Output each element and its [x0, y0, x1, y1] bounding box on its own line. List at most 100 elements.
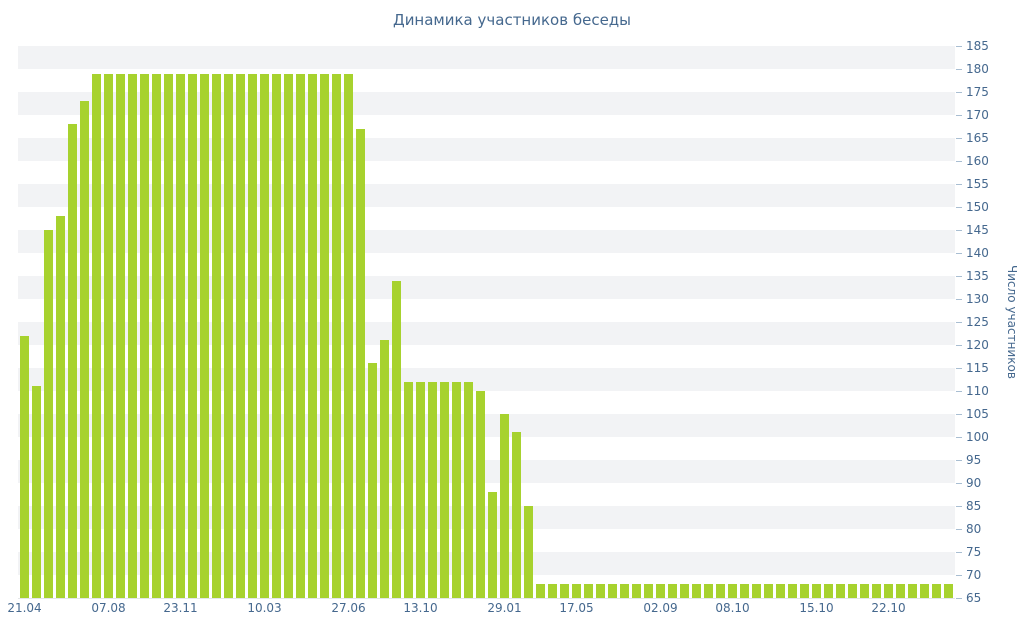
y-tick-mark: [956, 391, 962, 392]
bar[interactable]: [236, 73, 245, 598]
bar[interactable]: [404, 381, 413, 598]
bar[interactable]: [452, 381, 461, 598]
y-tick-mark: [956, 414, 962, 415]
bar[interactable]: [500, 414, 509, 598]
bar[interactable]: [32, 386, 41, 598]
bar[interactable]: [188, 73, 197, 598]
y-tick-label: 75: [966, 545, 982, 559]
bar[interactable]: [668, 584, 677, 598]
y-tick-label: 140: [966, 246, 989, 260]
bar[interactable]: [176, 73, 185, 598]
bar[interactable]: [548, 584, 557, 598]
bar[interactable]: [632, 584, 641, 598]
y-tick-label: 100: [966, 430, 989, 444]
y-tick-mark: [956, 483, 962, 484]
bar[interactable]: [692, 584, 701, 598]
bar[interactable]: [68, 124, 77, 598]
bar[interactable]: [476, 391, 485, 598]
bar[interactable]: [944, 584, 953, 598]
bar[interactable]: [848, 584, 857, 598]
bar[interactable]: [680, 584, 689, 598]
bar[interactable]: [620, 584, 629, 598]
y-tick-mark: [956, 529, 962, 530]
bar[interactable]: [560, 584, 569, 598]
bar[interactable]: [836, 584, 845, 598]
bar[interactable]: [776, 584, 785, 598]
x-tick-label: 02.09: [643, 601, 678, 615]
bar[interactable]: [284, 73, 293, 598]
bar[interactable]: [896, 584, 905, 598]
bar[interactable]: [740, 584, 749, 598]
bar[interactable]: [224, 73, 233, 598]
bar[interactable]: [440, 381, 449, 598]
bar[interactable]: [320, 73, 329, 598]
y-tick-label: 160: [966, 154, 989, 168]
x-tick-label: 29.01: [487, 601, 522, 615]
y-tick-label: 120: [966, 338, 989, 352]
bar[interactable]: [152, 73, 161, 598]
bar[interactable]: [884, 584, 893, 598]
y-tick-mark: [956, 299, 962, 300]
y-tick-label: 95: [966, 453, 982, 467]
y-tick-mark: [956, 46, 962, 47]
bar[interactable]: [92, 73, 101, 598]
bar[interactable]: [728, 584, 737, 598]
bar[interactable]: [536, 584, 545, 598]
bar[interactable]: [908, 584, 917, 598]
bar[interactable]: [164, 73, 173, 598]
bar[interactable]: [752, 584, 761, 598]
bar[interactable]: [392, 280, 401, 598]
bar[interactable]: [200, 73, 209, 598]
bar[interactable]: [344, 73, 353, 598]
bar[interactable]: [44, 230, 53, 598]
bar[interactable]: [428, 381, 437, 598]
bar[interactable]: [464, 381, 473, 598]
x-tick-label: 27.06: [331, 601, 366, 615]
bar[interactable]: [512, 432, 521, 598]
bar[interactable]: [248, 73, 257, 598]
bar[interactable]: [332, 73, 341, 598]
bar[interactable]: [116, 73, 125, 598]
bar[interactable]: [920, 584, 929, 598]
bar[interactable]: [704, 584, 713, 598]
bar[interactable]: [356, 128, 365, 598]
bar[interactable]: [368, 363, 377, 598]
bar[interactable]: [788, 584, 797, 598]
bar[interactable]: [128, 73, 137, 598]
bar[interactable]: [260, 73, 269, 598]
bar[interactable]: [524, 506, 533, 598]
y-tick-label: 135: [966, 269, 989, 283]
bar[interactable]: [212, 73, 221, 598]
bar[interactable]: [656, 584, 665, 598]
bar[interactable]: [296, 73, 305, 598]
y-tick-label: 80: [966, 522, 982, 536]
bar[interactable]: [80, 101, 89, 598]
bar[interactable]: [812, 584, 821, 598]
bar[interactable]: [308, 73, 317, 598]
bar[interactable]: [860, 584, 869, 598]
bar[interactable]: [872, 584, 881, 598]
bar[interactable]: [596, 584, 605, 598]
x-tick-label: 23.11: [163, 601, 198, 615]
bar[interactable]: [272, 73, 281, 598]
bar[interactable]: [488, 492, 497, 598]
bar[interactable]: [20, 335, 29, 598]
bar[interactable]: [584, 584, 593, 598]
bar[interactable]: [572, 584, 581, 598]
bar[interactable]: [140, 73, 149, 598]
bar[interactable]: [644, 584, 653, 598]
bar[interactable]: [824, 584, 833, 598]
bar[interactable]: [416, 381, 425, 598]
bar[interactable]: [716, 584, 725, 598]
bar[interactable]: [56, 216, 65, 598]
x-tick-label: 07.08: [91, 601, 126, 615]
bar[interactable]: [800, 584, 809, 598]
bar[interactable]: [608, 584, 617, 598]
bar[interactable]: [764, 584, 773, 598]
x-tick-label: 21.04: [7, 601, 42, 615]
y-tick-label: 105: [966, 407, 989, 421]
bar[interactable]: [932, 584, 941, 598]
x-tick-label: 17.05: [559, 601, 594, 615]
bar[interactable]: [380, 340, 389, 598]
bar[interactable]: [104, 73, 113, 598]
